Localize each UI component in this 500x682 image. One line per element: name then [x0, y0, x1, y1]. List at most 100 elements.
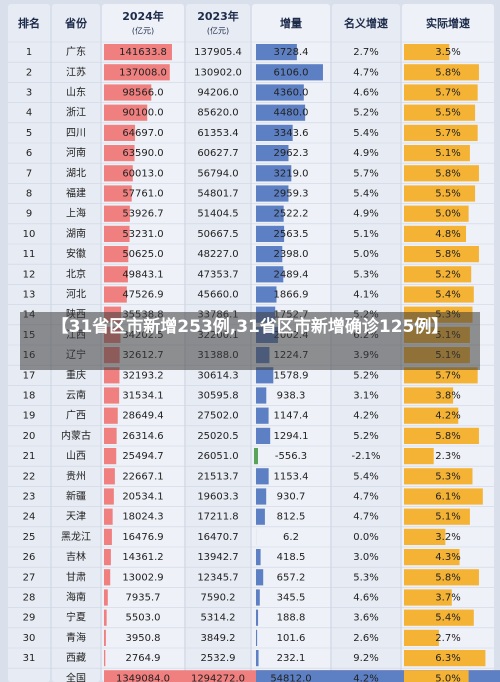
cell: 30 — [23, 633, 36, 644]
cell: 25 — [23, 532, 36, 543]
data-bar — [404, 528, 446, 545]
data-bar — [256, 246, 283, 263]
cell: 5.0% — [353, 249, 378, 260]
cell: 河北 — [66, 289, 86, 301]
cell: 5.1% — [435, 148, 460, 159]
cell: 4.8% — [435, 229, 460, 240]
cell: 22667.1 — [122, 471, 163, 482]
cell: 2489.4 — [274, 269, 309, 280]
data-bar — [256, 104, 306, 121]
cell: 4 — [26, 108, 32, 119]
data-bar — [404, 225, 467, 242]
header: 增量 — [280, 16, 302, 30]
cell: 4480.0 — [274, 108, 309, 119]
cell: 黑龙江 — [61, 530, 91, 543]
cell: 贵州 — [66, 469, 86, 482]
data-bar — [256, 407, 269, 424]
data-bar — [256, 609, 259, 626]
cell: 85620.0 — [197, 108, 238, 119]
cell: 江苏 — [66, 65, 86, 78]
cell: 12345.7 — [197, 572, 238, 583]
cell: 1294272.0 — [191, 673, 245, 682]
cell: 1578.9 — [274, 370, 309, 381]
cell: 河南 — [66, 146, 86, 159]
cell: 4360.0 — [274, 88, 309, 99]
data-bar — [256, 569, 264, 586]
cell: 31 — [23, 653, 36, 664]
data-bar — [404, 124, 478, 141]
cell: 5.3% — [353, 269, 378, 280]
cell: 188.8 — [277, 613, 306, 624]
cell: 16470.7 — [197, 532, 238, 543]
data-bar — [404, 64, 479, 81]
cell: 上海 — [66, 207, 86, 220]
cell: 福建 — [66, 187, 86, 200]
data-bar — [256, 468, 269, 485]
data-bar — [104, 44, 172, 61]
data-bar — [256, 508, 265, 525]
data-bar — [104, 609, 107, 626]
cell: 5.8% — [435, 249, 460, 260]
cell: 63590.0 — [122, 148, 163, 159]
cell: 5.0% — [435, 209, 460, 220]
cell: -2.1% — [351, 451, 380, 462]
data-bar — [104, 145, 135, 162]
data-bar — [404, 104, 476, 121]
cell: 5.8% — [435, 67, 460, 78]
cell: 2 — [26, 67, 32, 78]
data-bar — [256, 629, 258, 646]
data-bar — [404, 286, 474, 303]
cell: 13942.7 — [197, 552, 238, 563]
cell: 53926.7 — [122, 209, 163, 220]
header-unit: (亿元) — [132, 26, 154, 36]
data-bar — [104, 549, 111, 566]
data-bar — [404, 367, 478, 384]
data-bar — [104, 508, 113, 525]
data-bar — [256, 427, 271, 444]
header: 省份 — [64, 16, 88, 30]
cell: 5.4% — [353, 128, 378, 139]
cell: 3219.0 — [274, 168, 309, 179]
cell: 山东 — [66, 86, 86, 99]
cell: 3.5% — [435, 47, 460, 58]
cell: 广西 — [66, 410, 86, 422]
data-bar — [256, 387, 267, 404]
data-bar — [104, 205, 130, 222]
cell: 2.3% — [435, 451, 460, 462]
cell: 4.6% — [353, 593, 378, 604]
data-bar — [104, 64, 170, 81]
cell: 5.8% — [435, 431, 460, 442]
cell: 湖北 — [66, 167, 86, 179]
cell: 5.2% — [353, 431, 378, 442]
cell: 657.2 — [277, 572, 306, 583]
cell: 4.7% — [353, 67, 378, 78]
data-bar — [104, 650, 106, 667]
cell: 7590.2 — [201, 593, 236, 604]
cell: 2532.9 — [201, 653, 236, 664]
cell: 海南 — [66, 591, 86, 604]
data-bar — [404, 448, 434, 465]
cell: 21 — [23, 451, 36, 462]
cell: 18 — [23, 391, 36, 402]
data-bar — [256, 124, 293, 141]
cell: 1349084.0 — [116, 673, 170, 682]
cell: 31534.1 — [122, 391, 163, 402]
header: 名义增速 — [344, 16, 388, 30]
cell: 137905.4 — [194, 47, 242, 58]
cell: 5.7% — [435, 128, 460, 139]
data-bar — [104, 407, 118, 424]
cell: 3343.6 — [274, 128, 309, 139]
cell: 345.5 — [277, 593, 306, 604]
cell: 25020.5 — [197, 431, 238, 442]
data-bar — [404, 266, 472, 283]
cell: 甘肃 — [66, 570, 86, 583]
cell: 安徽 — [66, 247, 86, 260]
data-bar — [104, 468, 115, 485]
cell: 2.6% — [353, 633, 378, 644]
data-bar — [404, 629, 439, 646]
header: 排名 — [18, 16, 40, 30]
data-bar — [104, 185, 132, 202]
cell: 23 — [23, 492, 36, 503]
data-bar — [104, 488, 114, 505]
cell: 全国 — [66, 671, 86, 682]
